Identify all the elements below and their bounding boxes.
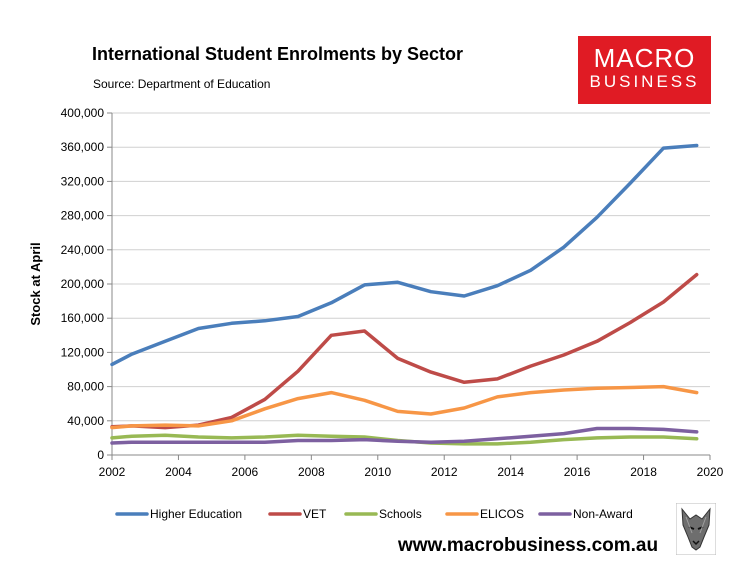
x-tick-label: 2018 bbox=[630, 465, 657, 479]
wolf-icon bbox=[676, 503, 716, 555]
y-tick-label: 320,000 bbox=[61, 174, 105, 188]
logo-line2: BUSINESS bbox=[589, 72, 700, 91]
y-tick-label: 80,000 bbox=[67, 380, 104, 394]
y-tick-label: 280,000 bbox=[61, 209, 105, 223]
legend: Higher Education VET Schools ELICOS Non-Awar… bbox=[115, 507, 633, 521]
legend-label-non-award: Non-Award bbox=[573, 507, 633, 521]
legend-label-higher-education: Higher Education bbox=[150, 507, 242, 521]
series-line-elicos bbox=[110, 384, 699, 430]
y-tick-label: 240,000 bbox=[61, 243, 105, 257]
x-tick-label: 2008 bbox=[298, 465, 325, 479]
legend-label-schools: Schools bbox=[379, 507, 422, 521]
legend-label-elicos: ELICOS bbox=[480, 507, 524, 521]
series-line-non-award bbox=[110, 426, 699, 445]
y-tick-label: 120,000 bbox=[61, 345, 105, 359]
series-lines bbox=[110, 143, 699, 446]
x-tick-label: 2002 bbox=[99, 465, 126, 479]
x-tick-label: 2010 bbox=[364, 465, 391, 479]
y-tick-label: 400,000 bbox=[61, 106, 105, 120]
x-tick-label: 2006 bbox=[232, 465, 259, 479]
y-tick-label: 40,000 bbox=[67, 414, 104, 428]
x-tick-label: 2012 bbox=[431, 465, 458, 479]
y-tick-label: 0 bbox=[97, 448, 104, 462]
x-tick-label: 2016 bbox=[564, 465, 591, 479]
axes: 0 40,000 80,000 120,000 160,000 200,000 240,00… bbox=[28, 106, 724, 479]
x-tick-label: 2014 bbox=[497, 465, 524, 479]
y-axis-label: Stock at April bbox=[28, 242, 43, 325]
footer-url: www.macrobusiness.com.au bbox=[398, 535, 659, 556]
gridlines bbox=[112, 112, 710, 422]
chart-subtitle: Source: Department of Education bbox=[93, 77, 271, 91]
logo-line1: MACRO bbox=[593, 43, 696, 73]
y-tick-label: 160,000 bbox=[61, 311, 105, 325]
chart-title: International Student Enrolments by Sect… bbox=[92, 44, 464, 64]
legend-label-vet: VET bbox=[303, 507, 327, 521]
y-tick-label: 360,000 bbox=[61, 140, 105, 154]
x-tick-label: 2004 bbox=[165, 465, 192, 479]
macro-business-logo: MACRO BUSINESS bbox=[578, 36, 711, 104]
series-line-vet bbox=[110, 272, 699, 430]
y-tick-label: 200,000 bbox=[61, 277, 105, 291]
x-tick-label: 2020 bbox=[697, 465, 724, 479]
series-line-higher-education bbox=[110, 143, 699, 367]
